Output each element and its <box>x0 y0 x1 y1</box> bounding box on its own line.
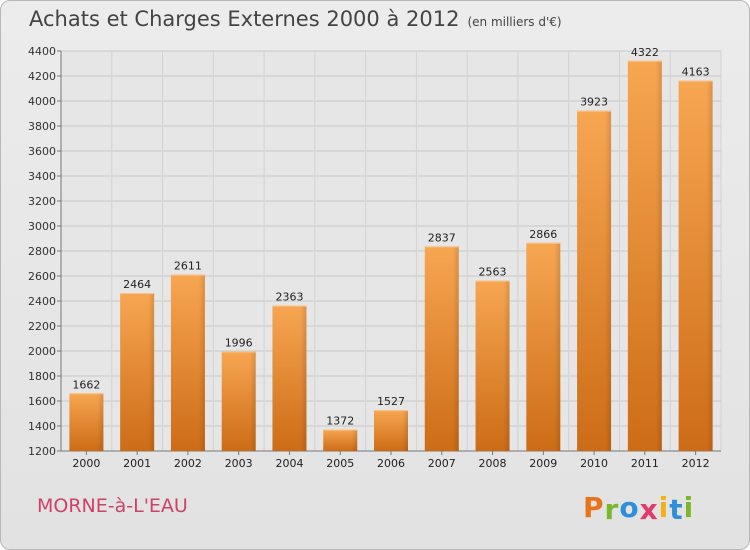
y-tick-label: 2600 <box>28 270 56 283</box>
bar-2005 <box>323 429 358 451</box>
y-tick-label: 3400 <box>28 170 56 183</box>
chart-title: Achats et Charges Externes 2000 à 2012 <box>29 7 460 31</box>
y-tick-label: 3800 <box>28 120 56 133</box>
x-tick-label: 2002 <box>174 457 202 470</box>
y-tick-label: 3200 <box>28 195 56 208</box>
data-label: 2363 <box>275 291 303 304</box>
y-tick-label: 1800 <box>28 370 56 383</box>
bar-shade <box>706 80 713 451</box>
logo-letter: i <box>683 491 695 524</box>
chart-subtitle: (en milliers d'€) <box>467 15 562 29</box>
bar-shade <box>554 242 561 451</box>
x-tick-label: 2001 <box>123 457 151 470</box>
y-tick-label: 3600 <box>28 145 56 158</box>
x-tick-label: 2007 <box>428 457 456 470</box>
y-tick-label: 4200 <box>28 70 56 83</box>
data-label: 1527 <box>377 395 405 408</box>
logo-letter: r <box>604 493 620 526</box>
proxiti-logo: Proxiti <box>583 491 695 526</box>
y-tick-label: 2400 <box>28 295 56 308</box>
axes: 1200 1400 1600 1800 2000 2200 2400 2600 2800 3000… <box>28 45 721 470</box>
logo-letter: x <box>639 493 659 526</box>
data-label: 1662 <box>72 378 100 391</box>
chart-title-block: Achats et Charges Externes 2000 à 2012 (e… <box>29 7 562 31</box>
y-tick-label: 1400 <box>28 420 56 433</box>
data-label: 3923 <box>580 96 608 109</box>
data-label: 4163 <box>682 66 710 79</box>
y-tick-label: 2000 <box>28 345 56 358</box>
bars <box>69 60 713 451</box>
logo-letter: i <box>658 491 670 524</box>
data-label: 1372 <box>326 415 354 428</box>
bar-shade <box>605 110 612 451</box>
y-tick-label: 1200 <box>28 445 56 458</box>
x-tick-label: 2006 <box>377 457 405 470</box>
x-tick-label: 2008 <box>479 457 507 470</box>
x-tick-label: 2000 <box>72 457 100 470</box>
data-label: 2866 <box>529 228 557 241</box>
bar-shade <box>351 429 358 451</box>
y-tick-label: 3000 <box>28 220 56 233</box>
x-tick-label: 2005 <box>326 457 354 470</box>
data-label: 4322 <box>631 46 659 59</box>
bar-shade <box>249 351 256 451</box>
bar-shade <box>655 60 662 451</box>
logo-letter: t <box>669 493 684 526</box>
y-tick-label: 1600 <box>28 395 56 408</box>
logo-letter: P <box>583 491 605 524</box>
data-labels: 1662 2464 2611 1996 2363 1372 1527 2837 2563 2866… <box>72 46 709 428</box>
bar-shade <box>300 305 307 451</box>
data-label: 2563 <box>479 266 507 279</box>
data-label: 2464 <box>123 278 151 291</box>
data-label: 1996 <box>225 337 253 350</box>
y-tick-label: 2800 <box>28 245 56 258</box>
bar-shade <box>452 246 459 451</box>
x-tick-label: 2004 <box>275 457 303 470</box>
x-tick-label: 2003 <box>225 457 253 470</box>
x-tick-label: 2009 <box>529 457 557 470</box>
bar-shade <box>97 393 104 451</box>
y-tick-label: 4400 <box>28 45 56 58</box>
x-tick-label: 2011 <box>631 457 659 470</box>
y-tick-label: 2200 <box>28 320 56 333</box>
bar-shade <box>198 274 205 451</box>
bar-shade <box>148 293 155 451</box>
grid <box>60 50 722 452</box>
y-tick-label: 4000 <box>28 95 56 108</box>
bar-shade <box>503 280 510 451</box>
logo-letter: o <box>619 491 640 524</box>
x-tick-label: 2012 <box>682 457 710 470</box>
commune-name: MORNE-à-L'EAU <box>37 495 188 517</box>
bar-shade <box>402 410 408 451</box>
data-label: 2837 <box>428 231 456 244</box>
data-label: 2611 <box>174 260 202 273</box>
x-tick-label: 2010 <box>580 457 608 470</box>
